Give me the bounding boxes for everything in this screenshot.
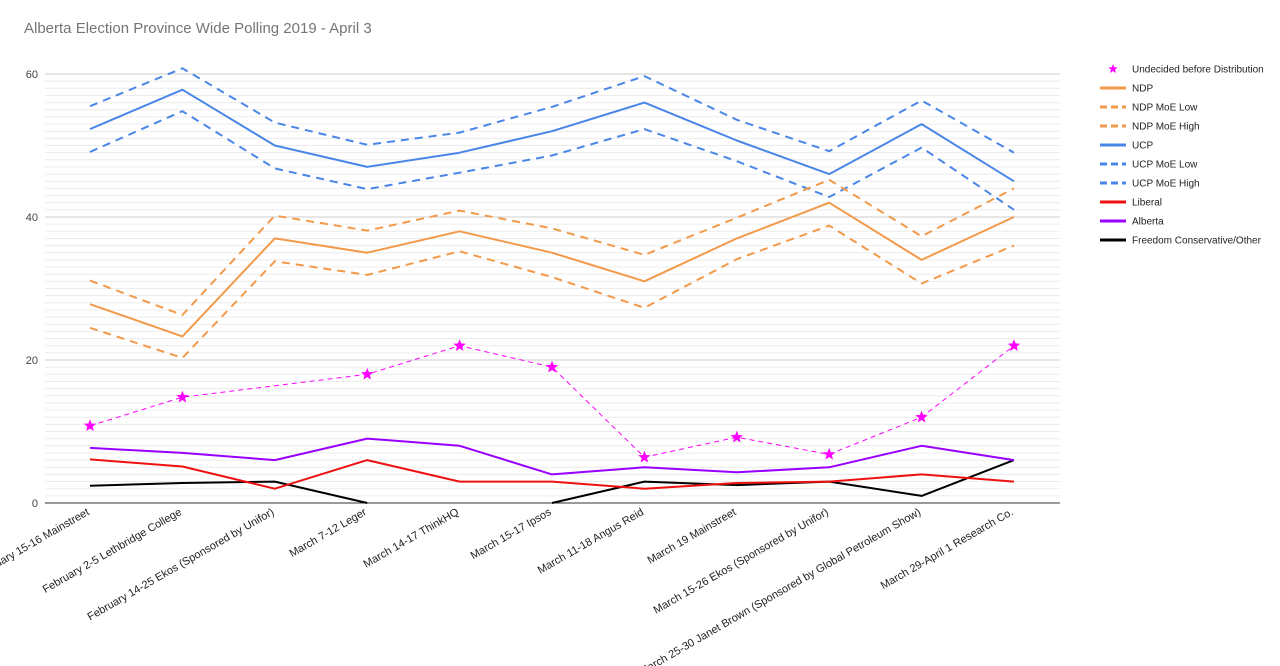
y-tick-label: 0 xyxy=(32,498,38,510)
data-point-star xyxy=(823,447,836,460)
legend-label: NDP MoE High xyxy=(1132,122,1200,133)
y-tick-label: 40 xyxy=(26,212,38,224)
series-liberal xyxy=(89,458,1015,490)
series-line xyxy=(89,201,1015,338)
data-point-star xyxy=(1007,339,1021,351)
legend-label: Undecided before Distribution xyxy=(1132,65,1264,76)
legend-item[interactable]: Freedom Conservative/Other xyxy=(1100,236,1262,247)
x-tick-label: March 15-26 Ekos (Sponsored by Unifor) xyxy=(652,506,831,616)
data-point-star xyxy=(545,360,559,373)
x-tick-label: March 7-12 Leger xyxy=(288,506,369,560)
series-ucp-moe-high xyxy=(89,67,1015,154)
series-line xyxy=(89,67,1015,154)
data-point-star xyxy=(915,410,928,423)
legend-item[interactable]: NDP MoE High xyxy=(1100,122,1200,133)
series-undecided-before-distribution xyxy=(83,339,1021,463)
y-tick-label: 60 xyxy=(26,69,38,81)
legend-label: UCP MoE High xyxy=(1132,179,1200,190)
grid-lines xyxy=(45,73,1060,497)
legend-swatch xyxy=(1108,64,1118,74)
y-tick-label: 20 xyxy=(26,355,38,367)
legend[interactable]: Undecided before Distribution NDP NDP MoE … xyxy=(1100,64,1264,247)
x-tick-label: February 14-25 Ekos (Sponsored by Unifor… xyxy=(85,506,276,623)
series-line xyxy=(89,458,1015,490)
x-tick-label: March 14-17 ThinkHQ xyxy=(362,506,462,571)
series-line xyxy=(89,459,1015,504)
legend-item[interactable]: UCP xyxy=(1100,141,1153,152)
legend-label: UCP xyxy=(1132,141,1153,152)
legend-label: Liberal xyxy=(1132,198,1162,209)
series-ndp-moe-high xyxy=(89,178,1015,316)
series-ndp-moe-low xyxy=(89,224,1015,359)
series-line xyxy=(89,178,1015,316)
data-point-star xyxy=(83,419,97,432)
legend-label: NDP xyxy=(1132,84,1153,95)
data-point-star xyxy=(638,450,651,463)
legend-label: Alberta xyxy=(1132,217,1164,228)
legend-item[interactable]: Alberta xyxy=(1100,217,1164,228)
x-tick-label: March 15-17 Ipsos xyxy=(469,506,554,562)
legend-item[interactable]: Liberal xyxy=(1100,198,1162,209)
series-line xyxy=(89,224,1015,359)
legend-item[interactable]: UCP MoE Low xyxy=(1100,160,1198,171)
series-line xyxy=(89,88,1015,183)
series-freedom-conservative-other xyxy=(89,459,1015,504)
series-ndp xyxy=(89,201,1015,338)
data-point-star xyxy=(176,390,189,403)
data-point-star xyxy=(361,367,374,380)
series-ucp-moe-low xyxy=(89,110,1015,211)
series-line xyxy=(89,110,1015,211)
series-ucp xyxy=(89,88,1015,183)
x-tick-label: March 19 Mainstreet xyxy=(645,506,738,567)
legend-label: NDP MoE Low xyxy=(1132,103,1198,114)
series-alberta xyxy=(89,437,1015,476)
legend-item[interactable]: UCP MoE High xyxy=(1100,179,1200,190)
legend-item[interactable]: Undecided before Distribution xyxy=(1108,64,1264,76)
series-layer xyxy=(83,67,1021,504)
series-line xyxy=(89,345,1015,458)
series-line xyxy=(89,437,1015,476)
chart-title: Alberta Election Province Wide Polling 2… xyxy=(24,20,372,37)
legend-item[interactable]: NDP xyxy=(1100,84,1153,95)
data-point-star xyxy=(730,430,743,443)
legend-label: UCP MoE Low xyxy=(1132,160,1198,171)
legend-item[interactable]: NDP MoE Low xyxy=(1100,103,1198,114)
data-point-star xyxy=(453,339,466,351)
legend-label: Freedom Conservative/Other xyxy=(1132,236,1262,247)
